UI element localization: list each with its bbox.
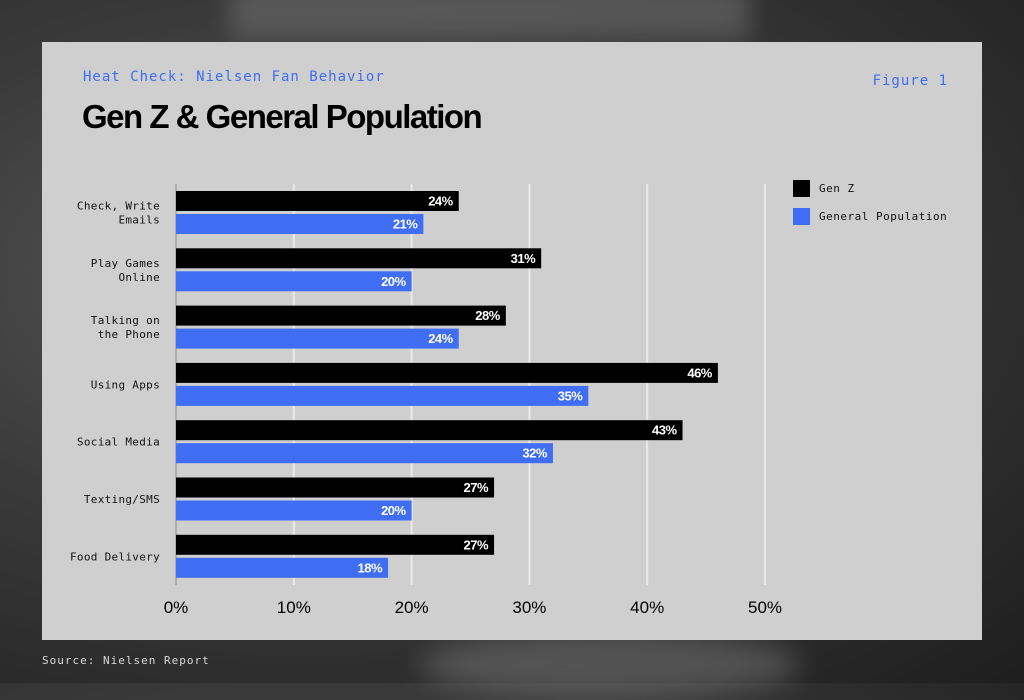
bar-value-label: 35% bbox=[558, 388, 583, 403]
bar-value-label: 20% bbox=[381, 274, 406, 289]
bar-value-label: 27% bbox=[464, 480, 489, 495]
x-tick-label: 50% bbox=[748, 598, 782, 617]
bar-general-population bbox=[176, 500, 412, 521]
x-tick-label: 30% bbox=[512, 598, 546, 617]
bar-value-label: 31% bbox=[511, 251, 536, 266]
bar-gen-z bbox=[176, 534, 495, 555]
figure-label: Figure 1 bbox=[872, 73, 948, 89]
bar-value-label: 28% bbox=[475, 308, 500, 323]
legend-label: Gen Z bbox=[819, 181, 855, 195]
legend: Gen Z General Population bbox=[793, 179, 947, 235]
legend-swatch-general-population bbox=[793, 207, 810, 225]
x-tick-label: 20% bbox=[395, 598, 429, 617]
bar-value-label: 46% bbox=[687, 365, 712, 380]
bar-value-label: 27% bbox=[464, 537, 489, 552]
category-label: Social Media bbox=[77, 436, 160, 449]
category-label: Play Games Online bbox=[91, 257, 160, 284]
bar-gen-z bbox=[176, 191, 459, 211]
bar-value-label: 21% bbox=[393, 217, 418, 232]
bar-general-population bbox=[176, 385, 589, 406]
category-label: Using Apps bbox=[91, 378, 160, 391]
bar-value-label: 32% bbox=[522, 446, 547, 461]
bar-general-population bbox=[176, 443, 553, 464]
legend-swatch-gen-z bbox=[793, 179, 810, 197]
bar-general-population bbox=[176, 557, 389, 578]
x-tick-label: 0% bbox=[164, 598, 189, 617]
bar-value-label: 18% bbox=[358, 560, 383, 575]
bar-general-population bbox=[176, 271, 412, 292]
x-tick-label: 10% bbox=[277, 598, 311, 617]
legend-item-gen-z: Gen Z bbox=[793, 179, 947, 197]
bar-gen-z bbox=[176, 248, 542, 269]
chart-title: Gen Z & General Population bbox=[82, 98, 483, 135]
bar-gen-z bbox=[176, 362, 718, 383]
category-label: Food Delivery bbox=[70, 550, 160, 563]
bar-general-population bbox=[176, 214, 424, 234]
bar-chart: 0% 10% 20% 30% 40% 50% 24% 21% Check, Write Email… bbox=[70, 184, 782, 617]
category-label: Talking on the Phone bbox=[91, 314, 160, 341]
bar-value-label: 24% bbox=[428, 194, 453, 209]
bar-value-label: 20% bbox=[381, 503, 406, 518]
legend-label: General Population bbox=[819, 209, 948, 223]
bar-value-label: 24% bbox=[428, 331, 453, 346]
bar-gen-z bbox=[176, 477, 495, 498]
x-tick-label: 40% bbox=[630, 598, 664, 617]
bar-value-label: 43% bbox=[652, 423, 677, 438]
source-note: Source: Nielsen Report bbox=[42, 654, 210, 667]
background-blur bbox=[230, 0, 750, 40]
category-label: Texting/SMS bbox=[84, 493, 160, 506]
legend-item-general-population: General Population bbox=[793, 207, 947, 225]
figure-card: Heat Check: Nielsen Fan Behavior Figure … bbox=[42, 42, 982, 640]
background-blur bbox=[420, 630, 800, 700]
bar-general-population bbox=[176, 328, 459, 349]
kicker: Heat Check: Nielsen Fan Behavior bbox=[83, 69, 385, 85]
bar-gen-z bbox=[176, 420, 683, 441]
bar-gen-z bbox=[176, 305, 506, 326]
category-label: Check, Write Emails bbox=[77, 200, 160, 227]
